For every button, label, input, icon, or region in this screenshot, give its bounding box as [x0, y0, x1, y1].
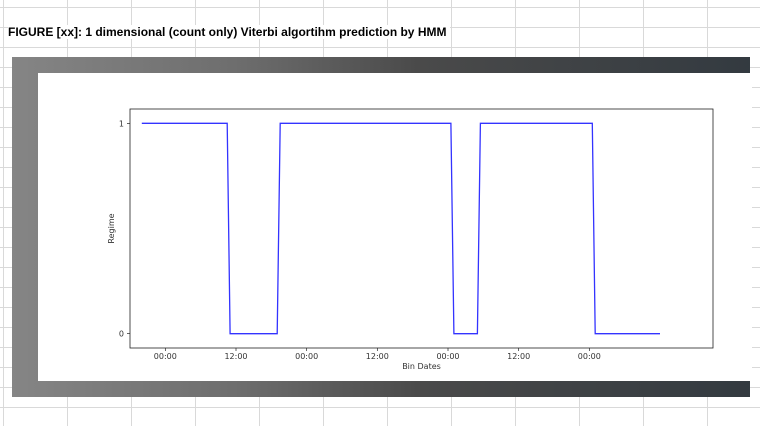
x-tick-label: 12:00 [366, 352, 389, 361]
x-tick-label: 12:00 [224, 352, 247, 361]
regime-series-line [141, 122, 660, 335]
x-tick-label: 00:00 [436, 352, 459, 361]
figure-caption: FIGURE [xx]: 1 dimensional (count only) … [8, 25, 451, 39]
y-axis-label: Regime [107, 213, 116, 243]
y-tick-label: 0 [119, 330, 124, 339]
x-tick-label: 00:00 [154, 352, 177, 361]
chart-image [38, 73, 752, 381]
x-tick-label: 00:00 [578, 352, 601, 361]
x-tick-label: 00:00 [295, 352, 318, 361]
x-axis-label: Bin Dates [402, 362, 441, 371]
y-tick-label: 1 [119, 119, 124, 128]
x-tick-label: 12:00 [507, 352, 530, 361]
axes-box [129, 108, 714, 349]
